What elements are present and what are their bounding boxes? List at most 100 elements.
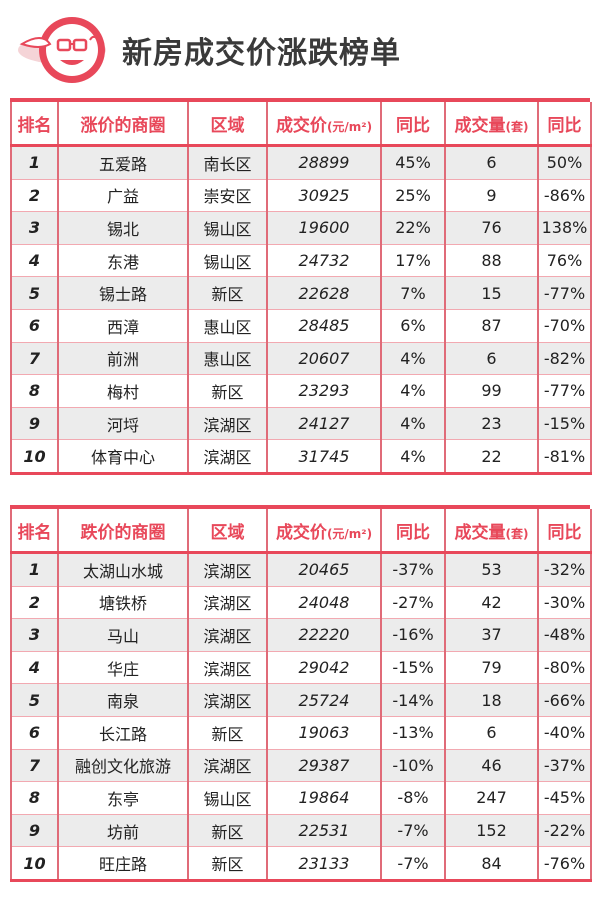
area-cell: 旺庄路 [57, 846, 189, 882]
price-cell: 25724 [266, 683, 382, 717]
district-cell: 滨湖区 [187, 552, 268, 587]
volume-cell: 76 [444, 211, 539, 245]
volume-yoy-cell: -76% [537, 846, 592, 882]
district-cell: 惠山区 [187, 342, 268, 376]
table-row: 9 坊前 新区 22531 -7% 152 -22% [10, 814, 592, 848]
price-cell: 24732 [266, 244, 382, 278]
price-yoy-cell: 4% [380, 439, 446, 475]
price-cell: 23293 [266, 374, 382, 408]
volume-cell: 9 [444, 179, 539, 213]
table-row: 3 锡北 锡山区 19600 22% 76 138% [10, 211, 592, 245]
volume-yoy-cell: -66% [537, 683, 592, 717]
table-row: 4 东港 锡山区 24732 17% 88 76% [10, 244, 592, 278]
area-cell: 锡士路 [57, 276, 189, 310]
col-volume: 成交量(套) [444, 509, 539, 554]
col-volume: 成交量(套) [444, 102, 539, 147]
volume-cell: 18 [444, 683, 539, 717]
table-header-row: 排名 涨价的商圈 区域 成交价(元/m²) 同比 成交量(套) 同比 [10, 102, 592, 147]
page-title: 新房成交价涨跌榜单 [122, 36, 401, 71]
price-cell: 22628 [266, 276, 382, 310]
district-cell: 南长区 [187, 145, 268, 180]
price-yoy-cell: -37% [380, 552, 446, 587]
volume-yoy-cell: -77% [537, 374, 592, 408]
volume-cell: 6 [444, 716, 539, 750]
volume-yoy-cell: -22% [537, 814, 592, 848]
rank-cell: 5 [10, 276, 59, 310]
volume-cell: 6 [444, 145, 539, 180]
price-cell: 24048 [266, 586, 382, 620]
area-cell: 河埒 [57, 407, 189, 441]
district-cell: 滨湖区 [187, 683, 268, 717]
district-cell: 锡山区 [187, 244, 268, 278]
area-cell: 马山 [57, 618, 189, 652]
price-cell: 29042 [266, 651, 382, 685]
area-cell: 太湖山水城 [57, 552, 189, 587]
volume-cell: 87 [444, 309, 539, 343]
volume-yoy-cell: -15% [537, 407, 592, 441]
col-area: 涨价的商圈 [57, 102, 189, 147]
rank-cell: 4 [10, 244, 59, 278]
table-row: 7 融创文化旅游 滨湖区 29387 -10% 46 -37% [10, 749, 592, 783]
price-yoy-cell: 7% [380, 276, 446, 310]
price-cell: 28485 [266, 309, 382, 343]
volume-yoy-cell: -80% [537, 651, 592, 685]
district-cell: 新区 [187, 716, 268, 750]
volume-cell: 6 [444, 342, 539, 376]
table-row: 10 体育中心 滨湖区 31745 4% 22 -81% [10, 439, 592, 475]
rank-cell: 1 [10, 145, 59, 180]
col-rank: 排名 [10, 509, 59, 554]
area-cell: 梅村 [57, 374, 189, 408]
district-cell: 新区 [187, 814, 268, 848]
price-yoy-cell: -10% [380, 749, 446, 783]
price-cell: 19063 [266, 716, 382, 750]
rise-ranking-table: 排名 涨价的商圈 区域 成交价(元/m²) 同比 成交量(套) 同比 1 五爱路南… [10, 102, 592, 475]
col-district: 区域 [187, 102, 268, 147]
price-yoy-cell: -16% [380, 618, 446, 652]
volume-yoy-cell: -81% [537, 439, 592, 475]
price-cell: 31745 [266, 439, 382, 475]
table-row: 1 五爱路 南长区 28899 45% 6 50% [10, 145, 592, 180]
area-cell: 华庄 [57, 651, 189, 685]
rank-cell: 8 [10, 781, 59, 815]
table-row: 2 广益 崇安区 30925 25% 9 -86% [10, 179, 592, 213]
volume-yoy-cell: -32% [537, 552, 592, 587]
price-cell: 19600 [266, 211, 382, 245]
table-row: 3 马山 滨湖区 22220 -16% 37 -48% [10, 618, 592, 652]
volume-cell: 88 [444, 244, 539, 278]
price-yoy-cell: 17% [380, 244, 446, 278]
rank-cell: 5 [10, 683, 59, 717]
volume-yoy-cell: -86% [537, 179, 592, 213]
table-row: 6 长江路 新区 19063 -13% 6 -40% [10, 716, 592, 750]
volume-cell: 22 [444, 439, 539, 475]
volume-yoy-cell: 76% [537, 244, 592, 278]
area-cell: 锡北 [57, 211, 189, 245]
rank-cell: 4 [10, 651, 59, 685]
price-cell: 28899 [266, 145, 382, 180]
area-cell: 东港 [57, 244, 189, 278]
col-price: 成交价(元/m²) [266, 102, 382, 147]
volume-yoy-cell: -82% [537, 342, 592, 376]
table-row: 5 锡士路 新区 22628 7% 15 -77% [10, 276, 592, 310]
price-yoy-cell: -7% [380, 846, 446, 882]
volume-yoy-cell: -70% [537, 309, 592, 343]
volume-cell: 46 [444, 749, 539, 783]
table-row: 8 东亭 锡山区 19864 -8% 247 -45% [10, 781, 592, 815]
volume-yoy-cell: -48% [537, 618, 592, 652]
area-cell: 塘铁桥 [57, 586, 189, 620]
area-cell: 体育中心 [57, 439, 189, 475]
table-row: 4 华庄 滨湖区 29042 -15% 79 -80% [10, 651, 592, 685]
area-cell: 西漳 [57, 309, 189, 343]
rank-cell: 7 [10, 749, 59, 783]
price-yoy-cell: 4% [380, 407, 446, 441]
district-cell: 锡山区 [187, 211, 268, 245]
volume-cell: 247 [444, 781, 539, 815]
price-cell: 23133 [266, 846, 382, 882]
volume-cell: 84 [444, 846, 539, 882]
table-row: 5 南泉 滨湖区 25724 -14% 18 -66% [10, 683, 592, 717]
fall-table-top-rule [10, 505, 590, 509]
district-cell: 崇安区 [187, 179, 268, 213]
rank-cell: 10 [10, 846, 59, 882]
area-cell: 长江路 [57, 716, 189, 750]
rank-cell: 9 [10, 407, 59, 441]
table-row: 1 太湖山水城 滨湖区 20465 -37% 53 -32% [10, 552, 592, 587]
